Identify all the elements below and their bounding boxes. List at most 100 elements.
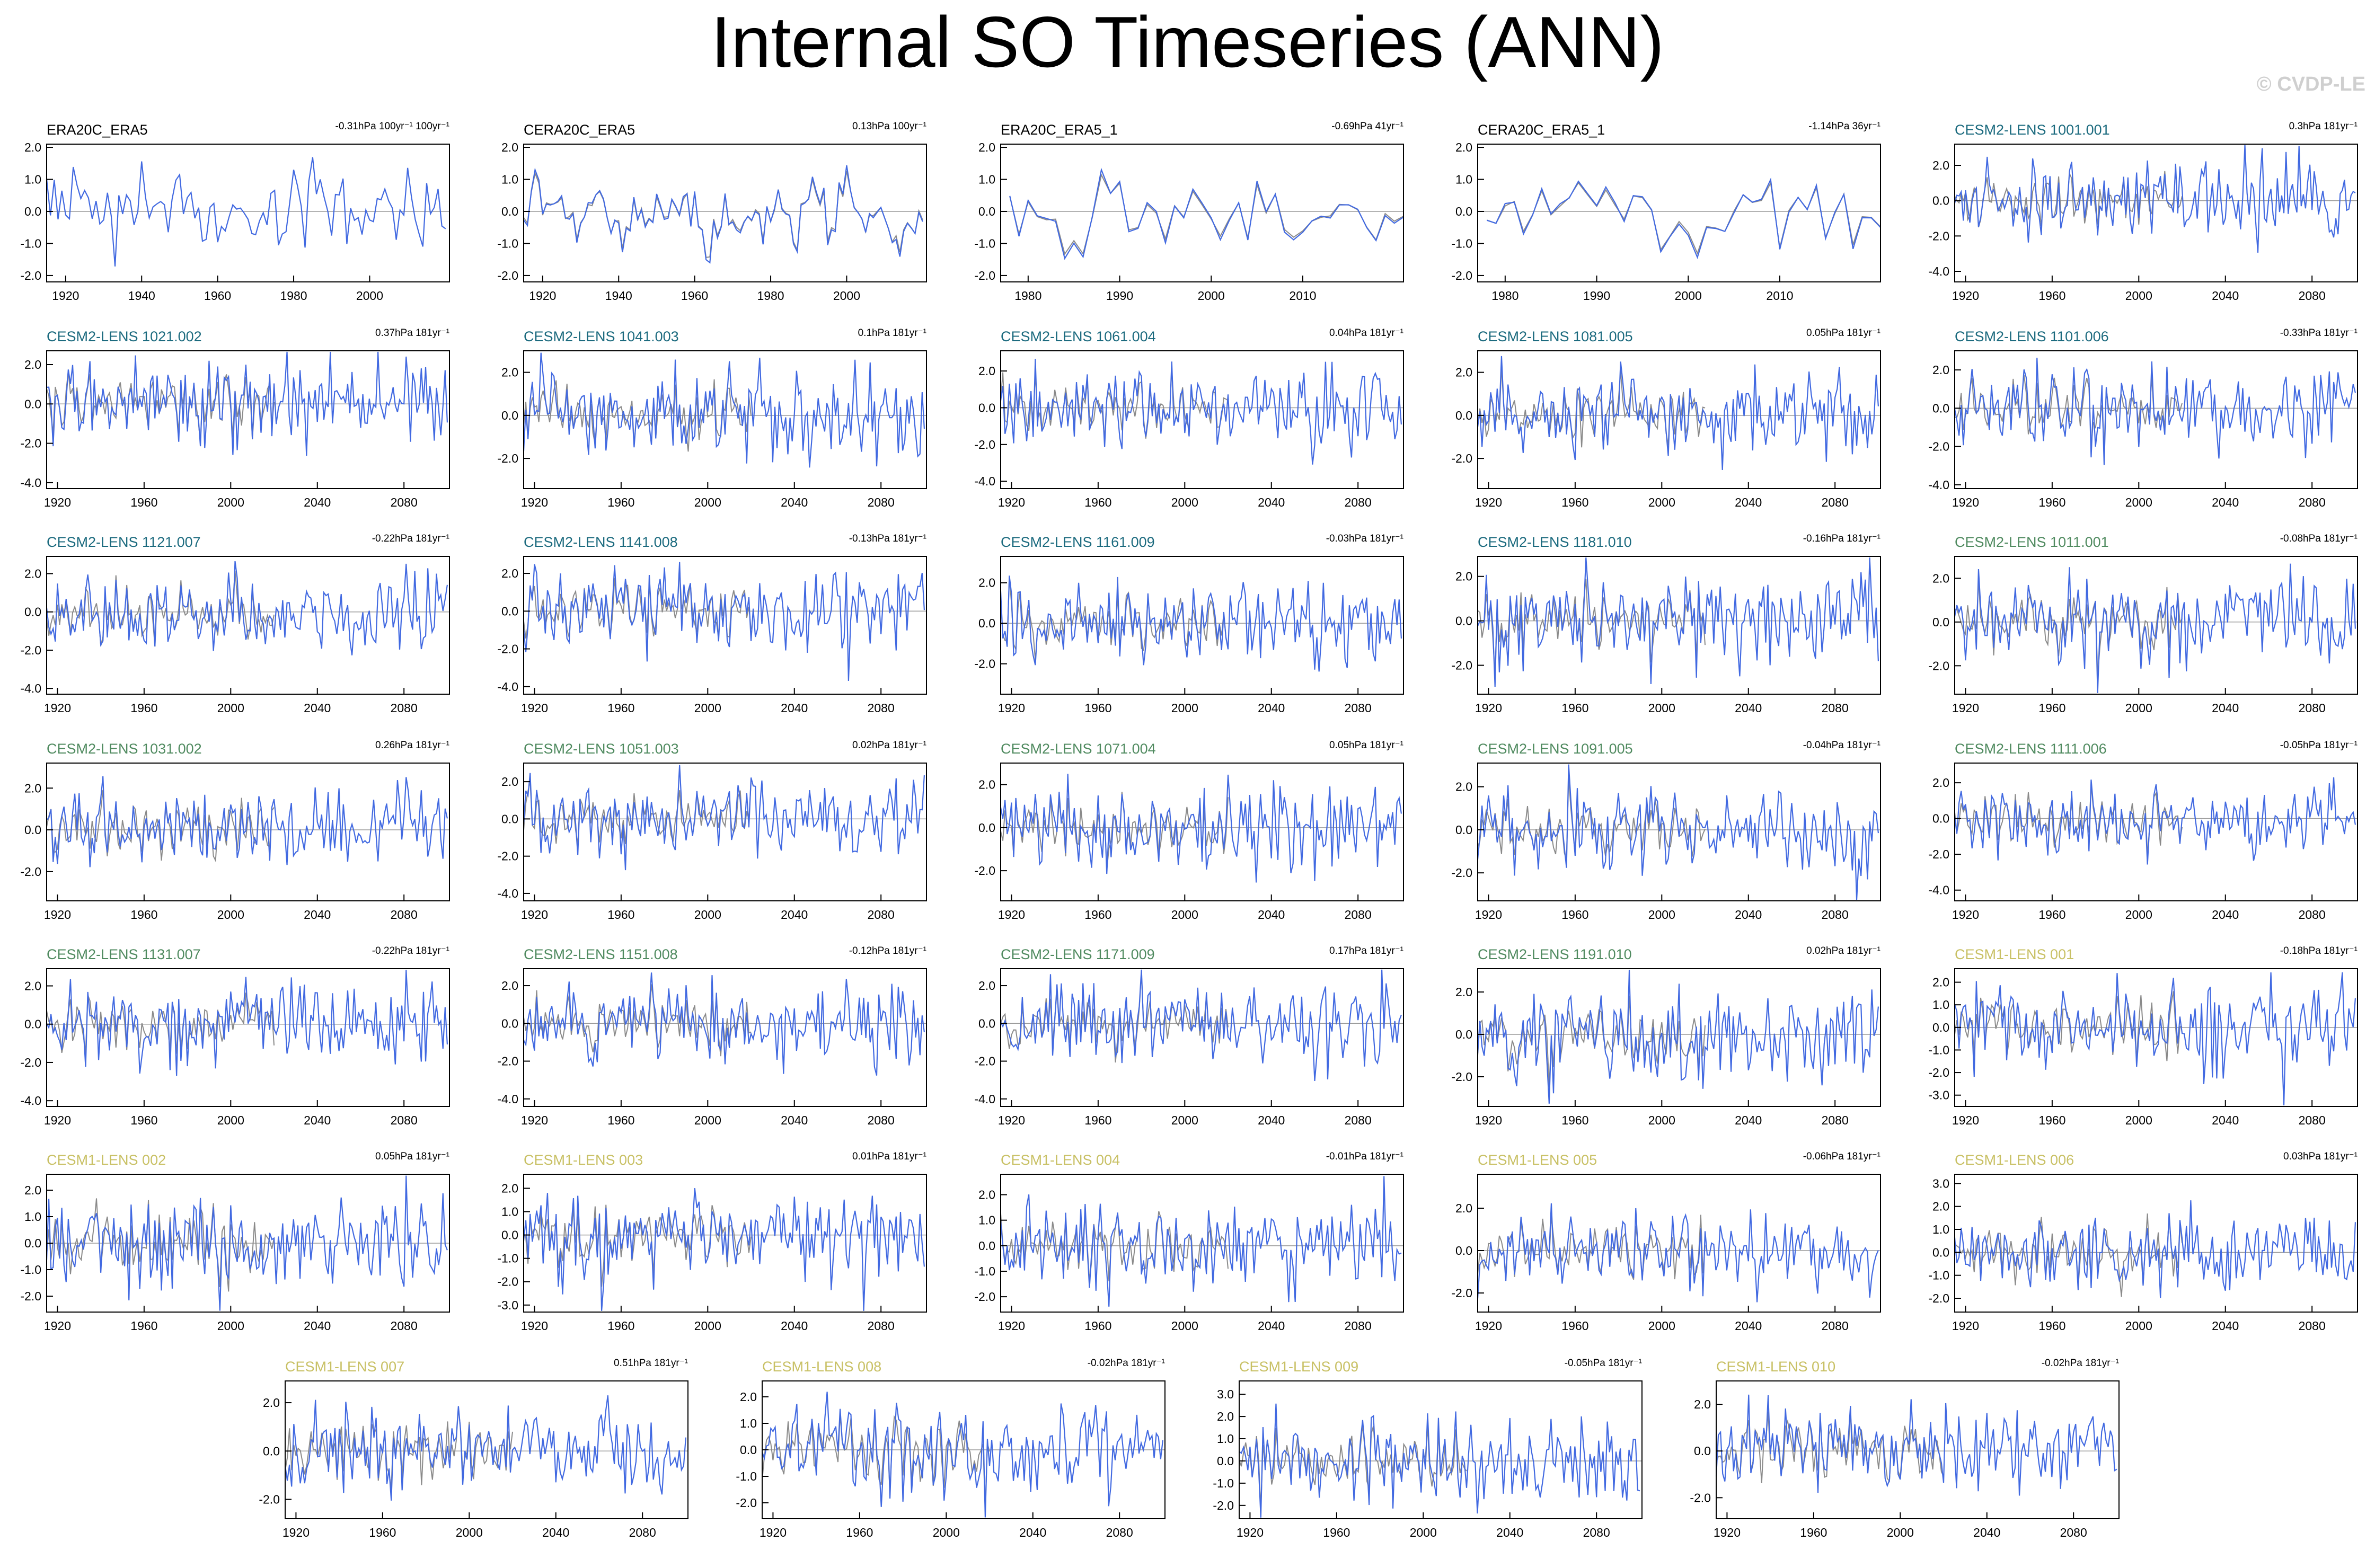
x-tick-label: 2080	[629, 1526, 656, 1539]
figure-title: Internal SO Timeseries (ANN)	[711, 2, 1664, 82]
model-series-line	[1000, 1176, 1402, 1307]
timeseries-panel: CESM2-LENS 1081.005 0.05hPa 181yr⁻¹ 2.0 0.0…	[1435, 324, 1891, 515]
plot-frame	[1477, 556, 1881, 695]
y-tick-label: -2.0	[974, 269, 995, 282]
x-tick-label: 1920	[1475, 1319, 1502, 1333]
trend-stat: -0.01hPa 181yr⁻¹	[1326, 1151, 1403, 1162]
model-series-line	[1000, 359, 1402, 465]
timeseries-panel: CESM1-LENS 007 0.51hPa 181yr⁻¹ 2.0 0.0 -2.0 1…	[243, 1354, 699, 1545]
y-tick-label: 2.0	[978, 979, 995, 993]
y-tick-label: 0.0	[1932, 812, 1949, 826]
y-tick-label: -2.0	[1451, 658, 1472, 672]
x-tick-label: 2080	[868, 908, 895, 922]
panel-title: CESM2-LENS 1051.003	[524, 741, 679, 757]
y-tick-label: 2.0	[24, 140, 41, 154]
x-tick-label: 2080	[1345, 495, 1372, 509]
y-tick-label: -4.0	[497, 887, 518, 900]
timeseries-panel: CESM1-LENS 010 -0.02hPa 181yr⁻¹ 2.0 0.0 -2.0…	[1674, 1354, 2130, 1545]
panel-title: CESM1-LENS 010	[1716, 1359, 1836, 1375]
y-tick-label: 0.0	[1932, 401, 1949, 415]
timeseries-panel: CESM2-LENS 1151.008 -0.12hPa 181yr⁻¹ 2.0 0.…	[481, 942, 937, 1133]
y-tick-label: 2.0	[1694, 1397, 1711, 1411]
panel-title: ERA20C_ERA5_1	[1001, 122, 1118, 138]
plot-frame	[1954, 350, 2358, 489]
x-tick-label: 1960	[607, 701, 634, 715]
timeseries-panel: CESM2-LENS 1031.002 0.26hPa 181yr⁻¹ 2.0 0.0…	[4, 737, 460, 927]
model-series-line	[1715, 1394, 2117, 1496]
plot-frame	[1954, 144, 2358, 282]
panel-title: CESM2-LENS 1011.001	[1955, 534, 2109, 550]
y-tick-label: 0.0	[1455, 1027, 1472, 1041]
x-tick-label: 2080	[1822, 495, 1849, 509]
trend-stat: 0.05hPa 181yr⁻¹	[1329, 740, 1403, 751]
timeseries-panel: CESM2-LENS 1021.002 0.37hPa 181yr⁻¹ 2.0 0.0…	[4, 324, 460, 515]
model-series-line	[523, 765, 925, 871]
x-tick-label: 2080	[2299, 495, 2326, 509]
x-tick-label: 1960	[1084, 1113, 1111, 1127]
trend-stat: -0.18hPa 181yr⁻¹	[2280, 945, 2358, 956]
y-tick-label: 2.0	[978, 364, 995, 378]
y-tick-label: -2.0	[1451, 1286, 1472, 1300]
model-series-line	[46, 157, 446, 267]
y-tick-label: -2.0	[497, 1275, 518, 1289]
x-tick-label: 1960	[204, 289, 231, 303]
plot-frame	[523, 968, 927, 1107]
x-tick-label: 1960	[1561, 1113, 1588, 1127]
plot-frame	[523, 350, 927, 489]
y-tick-label: 2.0	[1455, 140, 1472, 154]
timeseries-panel: CERA20C_ERA5_1 -1.14hPa 36yr⁻¹ 2.0 1.0 0.0 -1…	[1435, 118, 1891, 308]
x-tick-label: 2040	[1258, 1113, 1285, 1127]
y-tick-label: 2.0	[501, 566, 518, 580]
x-tick-label: 1920	[521, 701, 548, 715]
trend-stat: -0.22hPa 181yr⁻¹	[372, 945, 449, 956]
y-tick-label: 0.0	[501, 409, 518, 422]
trend-stat: -0.16hPa 181yr⁻¹	[1803, 533, 1880, 544]
panel-title: CESM1-LENS 003	[524, 1152, 643, 1168]
y-tick-label: -4.0	[1928, 478, 1949, 492]
obs-series-line	[46, 1198, 275, 1292]
y-tick-label: -2.0	[1451, 269, 1472, 282]
y-tick-label: 1.0	[978, 173, 995, 187]
plot-frame	[1000, 1174, 1404, 1313]
x-tick-label: 1960	[607, 1319, 634, 1333]
y-tick-label: 3.0	[1932, 1176, 1949, 1190]
y-tick-label: 2.0	[24, 1183, 41, 1197]
model-series-line	[523, 1188, 925, 1311]
x-tick-label: 2000	[1171, 701, 1198, 715]
model-series-line	[1000, 575, 1402, 672]
x-tick-label: 2080	[1822, 908, 1849, 922]
y-tick-label: 2.0	[978, 778, 995, 792]
plot-frame	[1000, 556, 1404, 695]
y-tick-label: 1.0	[24, 1210, 41, 1224]
x-tick-label: 2080	[391, 495, 418, 509]
trend-stat: -0.12hPa 181yr⁻¹	[849, 945, 926, 956]
y-tick-label: -1.0	[20, 236, 41, 250]
x-tick-label: 1920	[44, 1113, 71, 1127]
y-tick-label: -1.0	[974, 236, 995, 250]
model-series-line	[523, 972, 925, 1076]
y-tick-label: 0.0	[1932, 1021, 1949, 1034]
y-tick-label: -1.0	[497, 236, 518, 250]
y-tick-label: -2.0	[497, 451, 518, 465]
y-tick-label: 0.0	[24, 205, 41, 218]
x-tick-label: 1960	[2038, 908, 2065, 922]
x-tick-label: 2080	[868, 701, 895, 715]
panel-title: CERA20C_ERA5	[524, 122, 635, 138]
x-tick-label: 2000	[1171, 908, 1198, 922]
model-series-line	[1477, 356, 1879, 471]
trend-stat: 0.13hPa 100yr⁻¹	[852, 121, 926, 132]
timeseries-panel: CESM2-LENS 1041.003 0.1hPa 181yr⁻¹ 2.0 0.0 -…	[481, 324, 937, 515]
panel-title: CESM2-LENS 1111.006	[1955, 741, 2107, 757]
x-tick-label: 2000	[2125, 908, 2152, 922]
timeseries-panel: CESM2-LENS 1161.009 -0.03hPa 181yr⁻¹ 2.0 0.…	[958, 530, 1414, 721]
y-tick-label: 1.0	[1455, 173, 1472, 187]
x-tick-label: 2040	[2212, 1319, 2239, 1333]
x-tick-label: 1960	[607, 1113, 634, 1127]
timeseries-panel: CESM1-LENS 005 -0.06hPa 181yr⁻¹ 2.0 0.0 -2.0…	[1435, 1148, 1891, 1339]
panel-plot: 2.0 0.0 -2.0 1920 1960 2000 2040 2080	[20, 763, 450, 922]
y-tick-label: 2.0	[501, 1181, 518, 1195]
model-series-line	[1954, 972, 2356, 1105]
panel-title: CESM2-LENS 1171.009	[1001, 946, 1155, 962]
